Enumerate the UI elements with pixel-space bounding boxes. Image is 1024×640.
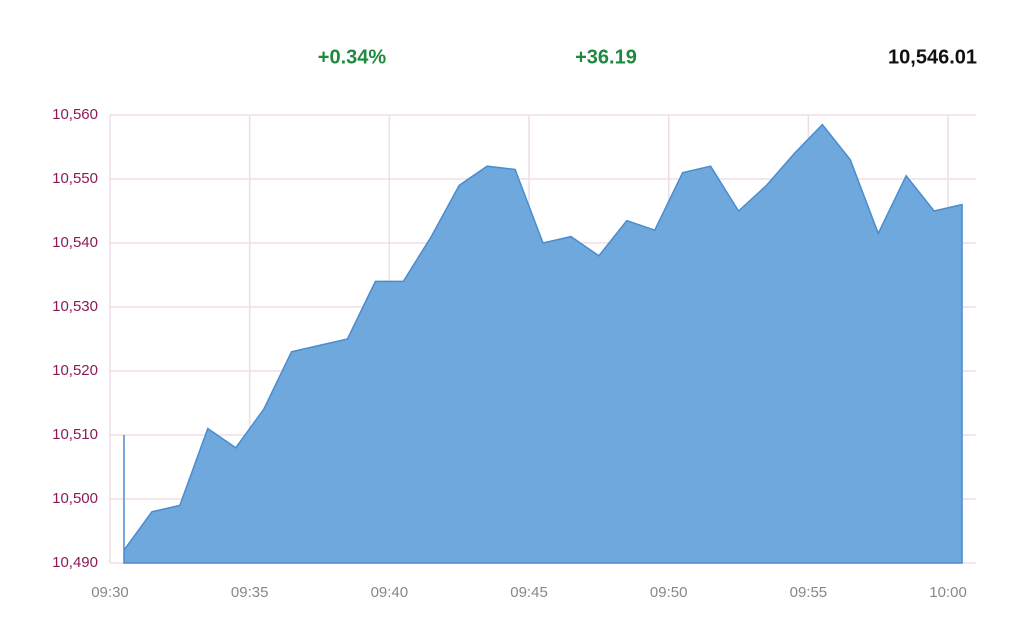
x-tick-label: 09:40: [371, 584, 409, 601]
y-tick-label: 10,540: [52, 234, 98, 251]
x-tick-label: 09:55: [790, 584, 828, 601]
y-tick-label: 10,500: [52, 490, 98, 507]
y-tick-label: 10,510: [52, 426, 98, 443]
x-tick-label: 09:50: [650, 584, 688, 601]
y-tick-label: 10,560: [52, 106, 98, 123]
y-tick-label: 10,520: [52, 362, 98, 379]
change: +36.19: [575, 46, 637, 68]
x-tick-label: 09:30: [91, 584, 129, 601]
x-tick-label: 09:45: [510, 584, 548, 601]
x-tick-label: 09:35: [231, 584, 269, 601]
last-price: 10,546.01: [888, 46, 977, 68]
change-percent: +0.34%: [318, 46, 387, 68]
y-tick-label: 10,490: [52, 554, 98, 571]
y-tick-label: 10,530: [52, 298, 98, 315]
y-tick-label: 10,550: [52, 170, 98, 187]
area: [123, 123, 963, 564]
x-tick-label: 10:00: [929, 584, 967, 601]
